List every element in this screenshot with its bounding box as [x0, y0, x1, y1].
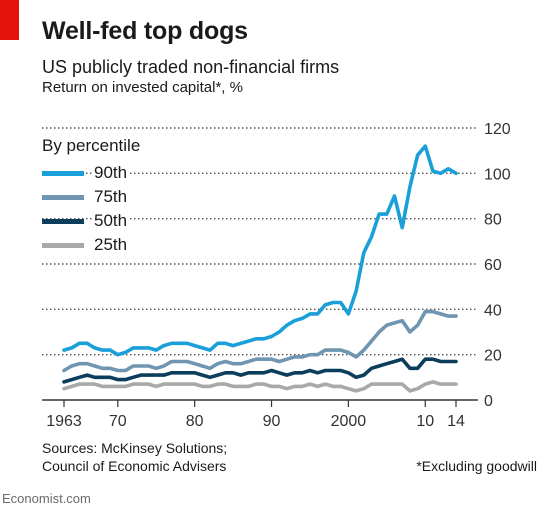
legend-label: 25th	[94, 235, 130, 255]
y-tick-label: 80	[484, 212, 502, 229]
legend-item-90th: 90th	[42, 163, 130, 183]
series-line-50th	[62, 357, 458, 384]
series-line-25th	[62, 380, 458, 393]
legend-swatch	[42, 170, 84, 176]
legend-item-75th: 75th	[42, 187, 130, 207]
chart-subtitle: US publicly traded non-financial firms	[42, 57, 340, 77]
legend-swatch	[42, 194, 84, 200]
series-lines	[62, 144, 458, 393]
x-tick-label: 90	[263, 413, 281, 430]
legend-item-50th: 50th	[42, 211, 130, 231]
legend-title: By percentile	[42, 136, 141, 155]
y-tick-label: 120	[484, 121, 511, 138]
series-line-90th	[62, 144, 458, 357]
economist-logo-text: Economist.com	[2, 491, 91, 506]
x-tick-label: 70	[109, 413, 127, 430]
y-tick-label: 60	[484, 257, 502, 274]
series-line-75th	[62, 309, 458, 373]
source-line: Council of Economic Advisers	[42, 458, 227, 474]
y-tick-label: 100	[484, 166, 511, 183]
x-tick-label: 14	[447, 413, 465, 430]
source-line: Sources: McKinsey Solutions;	[42, 440, 228, 456]
x-axis-labels: 1963 70 80 90 2000 10 14	[46, 413, 465, 430]
source-note: Sources: McKinsey Solutions; Council of …	[42, 439, 227, 475]
brand-red-tag	[0, 0, 19, 40]
x-tick-label: 10	[416, 413, 434, 430]
y-tick-label: 40	[484, 302, 502, 319]
legend-label: 90th	[94, 163, 130, 183]
chart-unit-label: Return on invested capital*, %	[42, 79, 243, 96]
chart-title: Well-fed top dogs	[42, 17, 248, 45]
legend-label: 75th	[94, 187, 130, 207]
legend-label: 50th	[94, 211, 130, 231]
y-tick-label: 0	[484, 393, 493, 410]
x-axis	[42, 399, 478, 407]
x-tick-label: 2000	[331, 413, 367, 430]
x-tick-label: 80	[186, 413, 204, 430]
legend-swatch	[42, 218, 84, 224]
footnote: *Excluding goodwill	[416, 458, 537, 474]
x-tick-label: 1963	[46, 413, 82, 430]
legend-swatch	[42, 242, 84, 248]
legend-item-25th: 25th	[42, 235, 130, 255]
y-tick-label: 20	[484, 348, 502, 365]
y-axis-labels: 0 20 40 60 80 100 120	[484, 121, 511, 410]
